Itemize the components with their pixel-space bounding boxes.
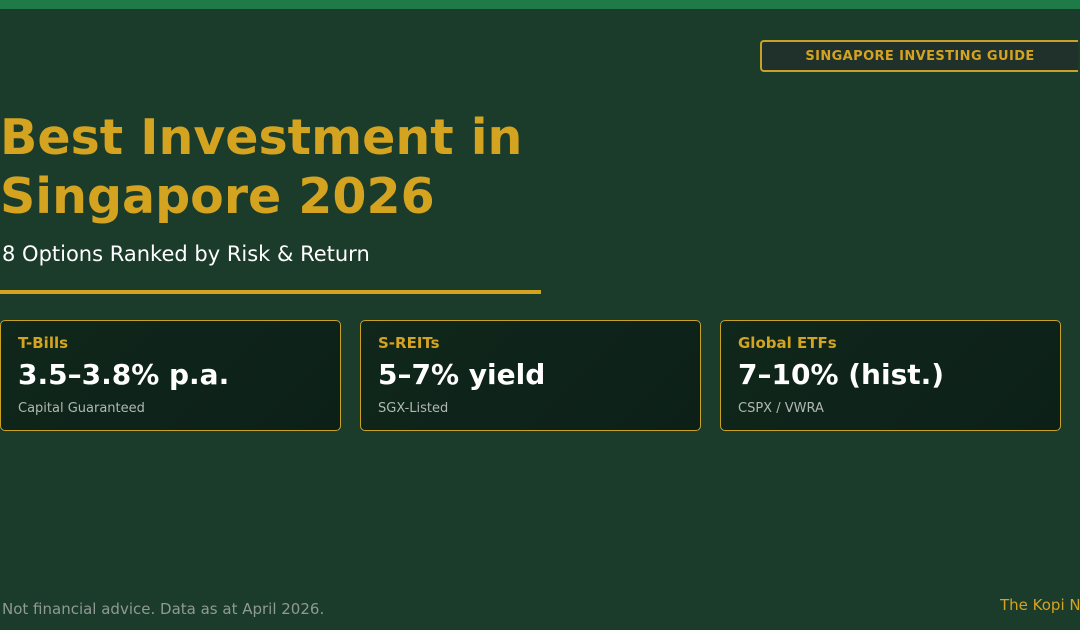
disclaimer: Not financial advice. Data as at April 2… [2, 600, 325, 618]
brand-name: The Kopi N [1000, 596, 1080, 614]
card-note: SGX-Listed [378, 401, 449, 416]
card-value: 7–10% (hist.) [738, 358, 945, 391]
card-note: CSPX / VWRA [738, 401, 824, 416]
title-line-1: Best Investment in [0, 109, 523, 166]
page-title: Best Investment in Singapore 2026 [0, 108, 700, 226]
card-value: 5–7% yield [378, 358, 546, 391]
category-tag: SINGAPORE INVESTING GUIDE [760, 40, 1078, 72]
card-label: Global ETFs [738, 334, 837, 352]
gold-divider [0, 290, 541, 294]
top-accent-bar [0, 0, 1080, 9]
card-label: T-Bills [18, 334, 69, 352]
title-line-2: Singapore 2026 [0, 168, 435, 225]
card-label: S-REITs [378, 334, 440, 352]
card-global-etfs: Global ETFs 7–10% (hist.) CSPX / VWRA [720, 320, 1061, 431]
card-note: Capital Guaranteed [18, 401, 145, 416]
card-value: 3.5–3.8% p.a. [18, 358, 230, 391]
card-s-reits: S-REITs 5–7% yield SGX-Listed [360, 320, 701, 431]
subtitle: 8 Options Ranked by Risk & Return [2, 242, 370, 266]
card-t-bills: T-Bills 3.5–3.8% p.a. Capital Guaranteed [0, 320, 341, 431]
